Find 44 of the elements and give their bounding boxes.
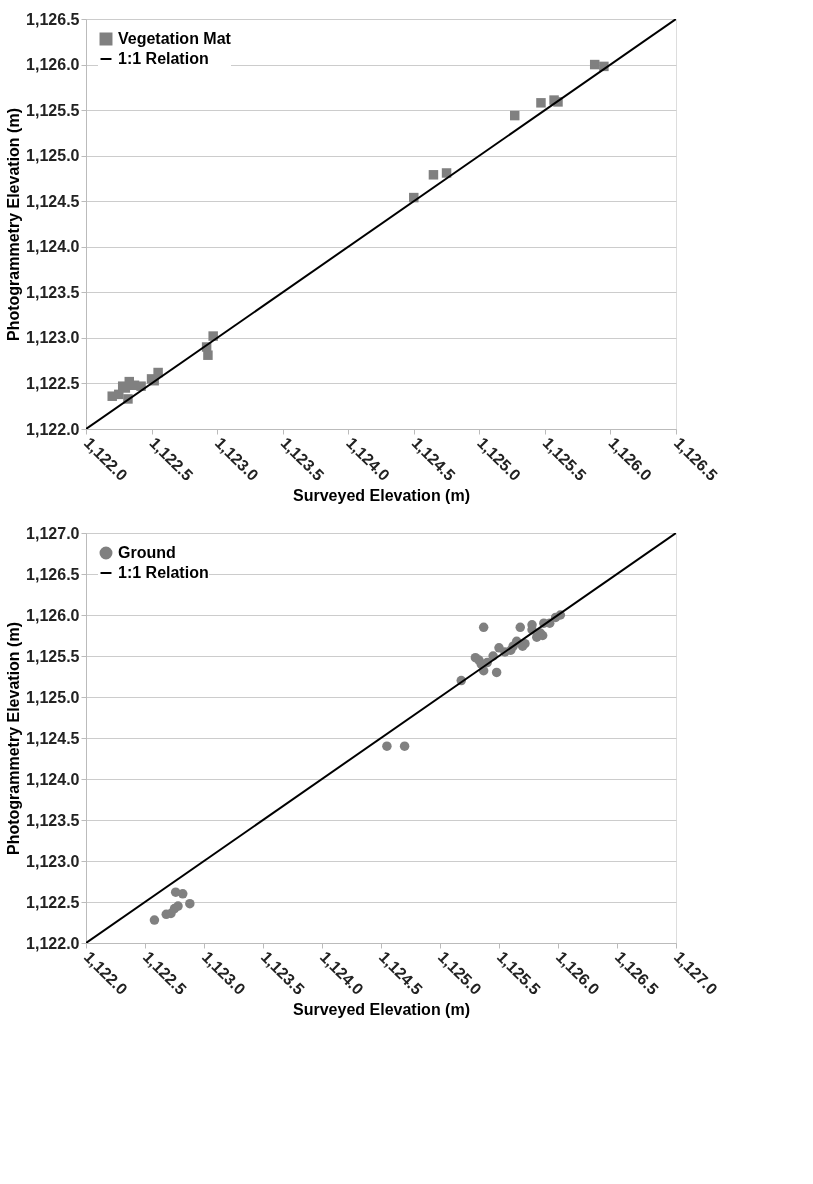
x-axis-title: Surveyed Elevation (m) (293, 1000, 470, 1018)
y-tick-label: 1,126.0 (26, 606, 80, 624)
point (178, 889, 188, 899)
point (203, 350, 213, 360)
y-tick-label: 1,125.5 (26, 647, 80, 665)
y-tick-label: 1,126.0 (26, 56, 80, 74)
y-tick-label: 1,122.0 (26, 420, 80, 438)
point (185, 898, 195, 909)
y-tick-label: 1,123.5 (26, 283, 80, 301)
y-tick-label: 1,124.0 (26, 770, 80, 788)
legend-label: 1:1 Relation (118, 564, 209, 581)
y-tick-label: 1,124.5 (26, 729, 80, 747)
point (509, 110, 520, 121)
legend-label: 1:1 Relation (118, 50, 209, 67)
y-tick-label: 1,125.0 (26, 147, 80, 165)
point (382, 741, 392, 751)
point (149, 915, 160, 925)
point (491, 667, 502, 678)
y-tick-label: 1,126.5 (26, 10, 80, 28)
point (173, 901, 183, 911)
y-tick-label: 1,123.0 (26, 329, 80, 347)
point (153, 367, 163, 378)
point (589, 59, 600, 70)
point (428, 170, 439, 180)
y-tick-label: 1,124.0 (26, 238, 80, 256)
y-tick-label: 1,126.5 (26, 565, 80, 583)
y-tick-label: 1,125.0 (26, 688, 80, 706)
y-tick-label: 1,125.5 (26, 101, 80, 119)
point (478, 622, 489, 633)
y-tick-label: 1,122.5 (26, 374, 80, 392)
legend-label: Vegetation Mat (118, 30, 232, 47)
y-tick-label: 1,124.5 (26, 192, 80, 210)
y-tick-label: 1,123.0 (26, 852, 80, 870)
y-tick-label: 1,127.0 (26, 524, 80, 542)
y-axis-title: Photogrammetry Elevation (m) (5, 108, 23, 341)
point (515, 622, 525, 633)
y-tick-label: 1,123.5 (26, 811, 80, 829)
point (399, 741, 410, 751)
x-axis-title: Surveyed Elevation (m) (293, 486, 470, 504)
point (536, 98, 546, 108)
legend-label: Ground (118, 544, 176, 561)
y-tick-label: 1,122.0 (26, 934, 80, 952)
y-tick-label: 1,122.5 (26, 893, 80, 911)
y-axis-title: Photogrammetry Elevation (m) (5, 622, 23, 855)
